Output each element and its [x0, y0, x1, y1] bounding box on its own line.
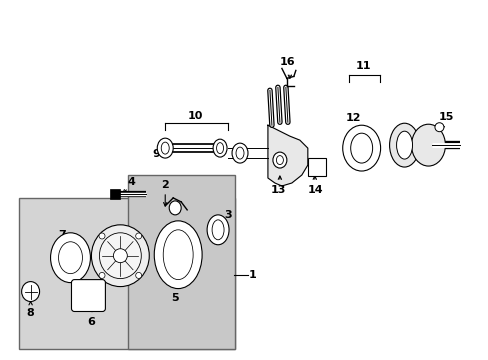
- Ellipse shape: [59, 242, 82, 274]
- Ellipse shape: [411, 124, 445, 166]
- Ellipse shape: [50, 233, 90, 283]
- Ellipse shape: [169, 201, 181, 215]
- Text: 11: 11: [355, 62, 371, 71]
- Text: 2: 2: [161, 180, 169, 190]
- Bar: [110, 189, 120, 199]
- Ellipse shape: [154, 221, 202, 289]
- Text: 16: 16: [280, 58, 295, 67]
- FancyBboxPatch shape: [128, 175, 235, 349]
- Text: 7: 7: [59, 230, 66, 240]
- Ellipse shape: [236, 147, 244, 159]
- Ellipse shape: [207, 215, 228, 245]
- Ellipse shape: [276, 156, 283, 165]
- Ellipse shape: [99, 273, 105, 278]
- Text: 14: 14: [307, 185, 323, 195]
- Ellipse shape: [157, 138, 173, 158]
- Text: 10: 10: [187, 111, 203, 121]
- Ellipse shape: [232, 143, 247, 163]
- Text: 3: 3: [224, 210, 231, 220]
- Text: 15: 15: [438, 112, 453, 122]
- FancyBboxPatch shape: [71, 280, 105, 311]
- Text: 13: 13: [270, 185, 285, 195]
- Text: 6: 6: [87, 318, 95, 328]
- Ellipse shape: [21, 282, 40, 302]
- Ellipse shape: [272, 152, 286, 168]
- Ellipse shape: [396, 131, 412, 159]
- Ellipse shape: [91, 225, 149, 287]
- Ellipse shape: [135, 233, 142, 239]
- Text: 12: 12: [345, 113, 361, 123]
- Ellipse shape: [161, 142, 169, 154]
- Text: 1: 1: [248, 270, 256, 280]
- Ellipse shape: [216, 143, 223, 154]
- Text: 8: 8: [27, 309, 35, 319]
- Ellipse shape: [135, 273, 142, 278]
- Ellipse shape: [113, 249, 127, 263]
- Ellipse shape: [213, 139, 226, 157]
- Ellipse shape: [163, 230, 193, 280]
- Ellipse shape: [434, 123, 443, 132]
- Text: 9: 9: [152, 149, 160, 159]
- Ellipse shape: [389, 123, 419, 167]
- Ellipse shape: [99, 233, 105, 239]
- Text: 4: 4: [127, 177, 135, 187]
- FancyBboxPatch shape: [19, 198, 235, 349]
- Text: 5: 5: [171, 293, 179, 302]
- Ellipse shape: [342, 125, 380, 171]
- Polygon shape: [267, 125, 307, 186]
- Ellipse shape: [350, 133, 372, 163]
- FancyBboxPatch shape: [307, 158, 325, 176]
- Ellipse shape: [212, 220, 224, 240]
- Ellipse shape: [99, 233, 141, 279]
